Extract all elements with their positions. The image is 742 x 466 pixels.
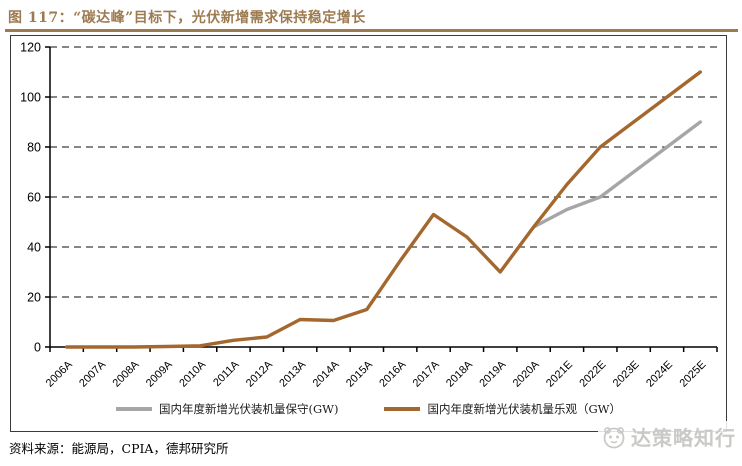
x-axis-category-label: 2016A	[377, 358, 408, 389]
y-axis-tick-label: 40	[27, 241, 41, 255]
x-axis-category-label: 2015A	[344, 358, 375, 389]
y-axis-tick-label: 60	[27, 191, 41, 205]
legend-label-optimistic: 国内年度新增光伏装机量乐观（GW）	[427, 402, 621, 416]
legend-item-optimistic: 国内年度新增光伏装机量乐观（GW）	[384, 401, 621, 417]
line-chart: 0 20 40 60 80 100 120 2006A 2007A 2008A 2009A 2010A…	[20, 41, 718, 390]
x-axis-category-label: 2025E	[677, 359, 708, 390]
x-axis-category-label: 2009A	[144, 358, 175, 389]
y-axis-tick-label: 80	[27, 141, 41, 155]
x-axis-category-label: 2014A	[311, 358, 342, 389]
x-axis-category-label: 2010A	[177, 358, 208, 389]
y-axis-tick-label: 20	[27, 291, 41, 305]
legend-swatch-conservative	[116, 407, 152, 411]
x-axis-category-label: 2007A	[77, 358, 108, 389]
x-axis-category-label: 2012A	[244, 358, 275, 389]
series-line-conservative	[531, 120, 702, 229]
chart-legend: 国内年度新增光伏装机量保守(GW) 国内年度新增光伏装机量乐观（GW）	[11, 401, 726, 417]
x-axis-category-label: 2013A	[277, 358, 308, 389]
legend-label-conservative: 国内年度新增光伏装机量保守(GW)	[159, 402, 339, 416]
x-axis-category-label: 2022E	[577, 359, 608, 390]
x-axis-category-label: 2024E	[644, 359, 675, 390]
title-separator-rule	[5, 29, 738, 32]
series-line-optimistic	[65, 70, 702, 349]
x-axis-category-label: 2017A	[411, 358, 442, 389]
watermark: 达策略知行	[598, 421, 739, 452]
x-axis-category-label: 2020A	[511, 358, 542, 389]
data-source-note: 资料来源：能源局，CPIA，德邦研究所	[9, 441, 229, 456]
y-axis-tick-label: 100	[20, 91, 41, 105]
x-axis-category-label: 2011A	[211, 358, 242, 389]
x-axis-category-label: 2008A	[111, 358, 142, 389]
chart-frame: 0 20 40 60 80 100 120 2006A 2007A 2008A 2009A 2010A…	[10, 35, 727, 432]
y-axis-tick-label: 0	[34, 341, 41, 355]
panda-face-logo-icon	[603, 426, 625, 448]
y-axis-tick-label: 120	[20, 41, 41, 55]
figure-caption: 图 117：“碳达峰”目标下，光伏新增需求保持稳定增长	[8, 10, 366, 26]
x-axis-category-label: 2019A	[477, 358, 508, 389]
legend-swatch-optimistic	[384, 407, 421, 411]
x-axis-category-label: 2021E	[544, 359, 575, 390]
legend-item-conservative: 国内年度新增光伏装机量保守(GW)	[116, 401, 338, 417]
x-axis-category-label: 2006A	[44, 358, 75, 389]
watermark-text: 达策略知行	[631, 426, 736, 450]
x-axis-category-label: 2018A	[444, 358, 475, 389]
x-axis-category-label: 2023E	[611, 359, 642, 390]
